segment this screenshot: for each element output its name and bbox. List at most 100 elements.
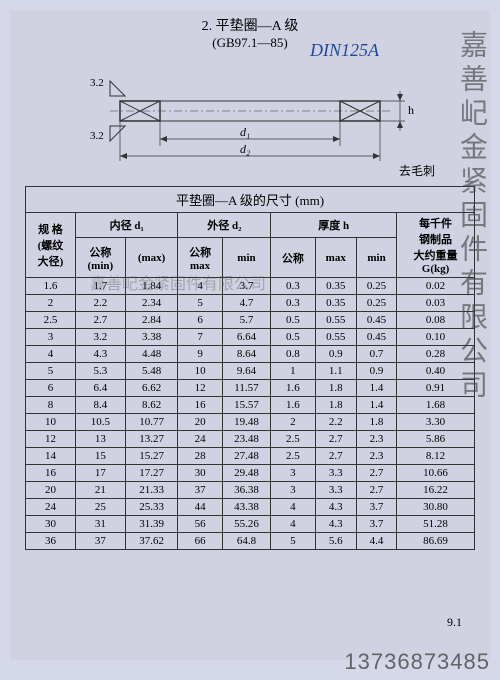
table-cell: 4.7 [222, 295, 270, 312]
table-cell: 6.62 [125, 380, 178, 397]
table-cell: 24 [178, 431, 222, 448]
table-cell: 12 [26, 431, 76, 448]
table-cell: 3.3 [315, 465, 356, 482]
table-cell: 1.4 [356, 380, 396, 397]
table-cell: 8.62 [125, 397, 178, 414]
table-cell: 5.3 [75, 363, 125, 380]
table-cell: 29.48 [222, 465, 270, 482]
table-cell: 5 [271, 533, 315, 550]
table-cell: 2.7 [315, 448, 356, 465]
table-cell: 2.5 [26, 312, 76, 329]
washer-diagram: h d₁ d₂ 3.2 3.2 去毛刺 [60, 61, 440, 181]
table-cell: 30 [178, 465, 222, 482]
table-cell: 7 [178, 329, 222, 346]
table-cell: 9.64 [222, 363, 270, 380]
table-row: 121313.272423.482.52.72.35.86 [26, 431, 475, 448]
table-row: 161717.273029.4833.32.710.66 [26, 465, 475, 482]
watermark-phone: 13736873485 [344, 649, 490, 675]
table-row: 55.35.48109.6411.10.90.40 [26, 363, 475, 380]
table-cell: 44 [178, 499, 222, 516]
table-cell: 5.6 [315, 533, 356, 550]
table-cell: 16.22 [397, 482, 475, 499]
table-cell: 10 [26, 414, 76, 431]
standard-code: (GB97.1—85) [10, 35, 490, 51]
table-cell: 2.3 [356, 431, 396, 448]
table-cell: 2.7 [75, 312, 125, 329]
col-h-min: min [356, 238, 396, 278]
table-cell: 37.62 [125, 533, 178, 550]
table-cell: 13.27 [125, 431, 178, 448]
table-cell: 30.80 [397, 499, 475, 516]
table-cell: 4.3 [315, 516, 356, 533]
table-cell: 1.8 [315, 397, 356, 414]
table-cell: 11.57 [222, 380, 270, 397]
table-cell: 24 [26, 499, 76, 516]
table-cell: 14 [26, 448, 76, 465]
table-cell: 56 [178, 516, 222, 533]
table-cell: 4.4 [356, 533, 396, 550]
dim-d1: d₁ [240, 125, 250, 139]
table-cell: 1.6 [271, 397, 315, 414]
col-h-max: max [315, 238, 356, 278]
table-cell: 4.3 [315, 499, 356, 516]
table-cell: 2.84 [125, 312, 178, 329]
table-cell: 4 [271, 516, 315, 533]
table-cell: 4 [271, 499, 315, 516]
table-cell: 9 [178, 346, 222, 363]
table-cell: 36 [26, 533, 76, 550]
dim-h: h [408, 103, 414, 117]
table-cell: 12 [178, 380, 222, 397]
table-row: 1010.510.772019.4822.21.83.30 [26, 414, 475, 431]
table-cell: 4.48 [125, 346, 178, 363]
table-cell: 8 [26, 397, 76, 414]
col-spec: 规 格 (螺纹 大径) [26, 213, 76, 278]
table-cell: 16 [26, 465, 76, 482]
table-title: 平垫圈—A 级的尺寸 (mm) [25, 186, 475, 212]
table-cell: 36.38 [222, 482, 270, 499]
table-cell: 0.9 [356, 363, 396, 380]
table-cell: 86.69 [397, 533, 475, 550]
table-cell: 2.7 [315, 431, 356, 448]
ra-bottom: 3.2 [90, 130, 104, 142]
table-cell: 19.48 [222, 414, 270, 431]
table-cell: 0.25 [356, 278, 396, 295]
table-cell: 31 [75, 516, 125, 533]
col-h-nom: 公称 [271, 238, 315, 278]
table-row: 303131.395655.2644.33.751.28 [26, 516, 475, 533]
table-cell: 3 [271, 482, 315, 499]
ra-top: 3.2 [90, 77, 104, 89]
section-number: 2. [202, 19, 213, 34]
table-cell: 6 [26, 380, 76, 397]
table-cell: 0.5 [271, 329, 315, 346]
table-cell: 25.33 [125, 499, 178, 516]
table-cell: 0.3 [271, 295, 315, 312]
table-row: 44.34.4898.640.80.90.70.28 [26, 346, 475, 363]
table-row: 2.52.72.8465.70.50.550.450.08 [26, 312, 475, 329]
table-cell: 0.45 [356, 329, 396, 346]
table-cell: 10.66 [397, 465, 475, 482]
table-cell: 66 [178, 533, 222, 550]
table-cell: 6 [178, 312, 222, 329]
table-cell: 10.5 [75, 414, 125, 431]
table-cell: 15 [75, 448, 125, 465]
table-cell: 13 [75, 431, 125, 448]
table-cell: 1.6 [26, 278, 76, 295]
table-cell: 2.34 [125, 295, 178, 312]
table-cell: 30 [26, 516, 76, 533]
table-cell: 6.4 [75, 380, 125, 397]
table-cell: 3.7 [356, 499, 396, 516]
dim-d2: d₂ [240, 142, 250, 156]
table-cell: 15.27 [125, 448, 178, 465]
table-cell: 0.25 [356, 295, 396, 312]
table-cell: 5.7 [222, 312, 270, 329]
table-cell: 43.38 [222, 499, 270, 516]
page-corner: 9.1 [447, 615, 462, 630]
table-cell: 17.27 [125, 465, 178, 482]
table-cell: 3.30 [397, 414, 475, 431]
table-cell: 64.8 [222, 533, 270, 550]
page-title: 平垫圈—A 级 [216, 19, 299, 34]
table-cell: 37 [75, 533, 125, 550]
table-cell: 2.7 [356, 482, 396, 499]
table-cell: 17 [75, 465, 125, 482]
table-cell: 2.2 [315, 414, 356, 431]
